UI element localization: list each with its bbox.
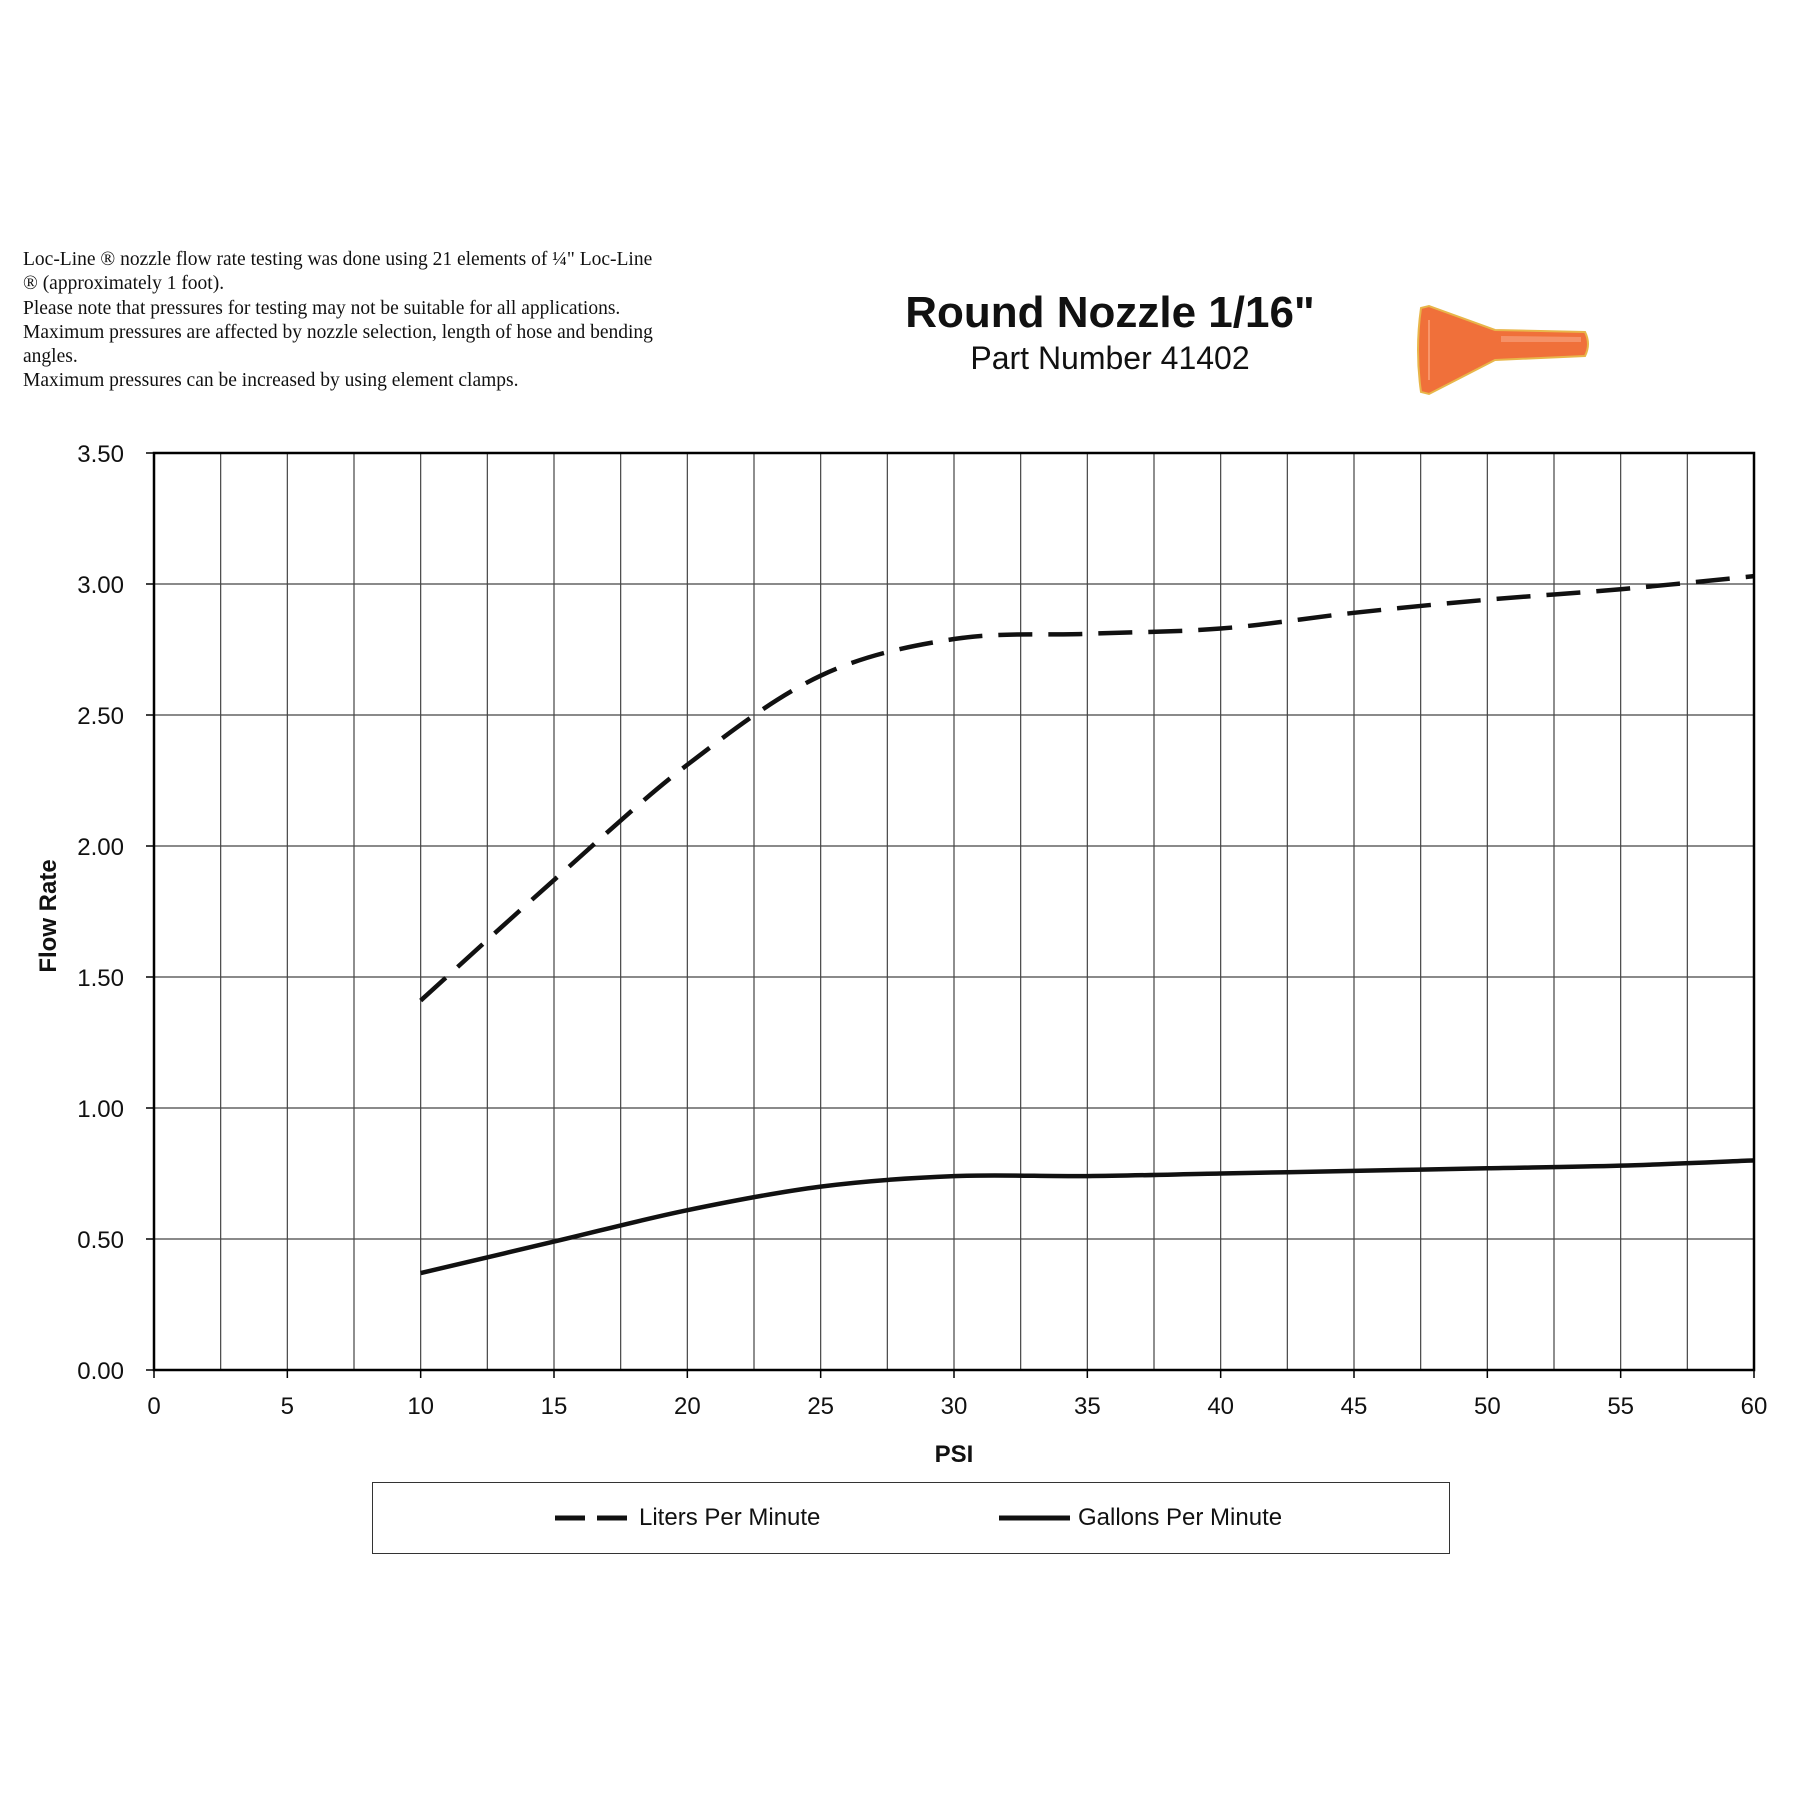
series-line-liters bbox=[419, 573, 1755, 1003]
y-axis-label: Flow Rate bbox=[35, 859, 62, 972]
y-tick-label: 1.50 bbox=[77, 965, 124, 992]
x-tick-label: 50 bbox=[1474, 1393, 1501, 1420]
nozzle-body bbox=[1417, 304, 1589, 396]
tick-layer: 0 5 10 15 20 25 30 35 40 45 50 55 60 0.00 0.50 1.00 1.50… bbox=[77, 441, 1767, 1420]
part-number: Part Number 41402 bbox=[970, 340, 1250, 376]
x-tick-label: 10 bbox=[407, 1393, 434, 1420]
nozzle-icon bbox=[1417, 304, 1589, 396]
series-line-gallons bbox=[420, 1158, 1755, 1276]
legend-label-liters: Liters Per Minute bbox=[639, 1504, 821, 1531]
x-tick-label: 35 bbox=[1074, 1393, 1101, 1420]
x-tick-label: 55 bbox=[1607, 1393, 1634, 1420]
y-tick-label: 3.00 bbox=[77, 572, 124, 599]
dashed-line-swatch bbox=[555, 1515, 631, 1521]
x-tick-label: 15 bbox=[541, 1393, 568, 1420]
y-tick-label: 3.50 bbox=[77, 441, 124, 468]
legend-item-gallons: Gallons Per Minute bbox=[997, 1483, 1282, 1553]
legend-label-gallons: Gallons Per Minute bbox=[1078, 1504, 1283, 1531]
y-tick-label: 0.50 bbox=[77, 1227, 124, 1254]
note-line: ® (approximately 1 foot). bbox=[23, 273, 225, 295]
note-line: Loc-Line ® nozzle flow rate testing was … bbox=[23, 249, 653, 270]
legend: Liters Per Minute Gallons Per Minute bbox=[372, 1482, 1450, 1554]
note-line: Maximum pressures are affected by nozzle… bbox=[23, 321, 653, 343]
testing-notes: Loc-Line ® nozzle flow rate testing was … bbox=[23, 248, 723, 394]
x-tick-label: 60 bbox=[1741, 1393, 1768, 1420]
y-tick-label: 2.50 bbox=[77, 703, 124, 730]
x-tick-label: 0 bbox=[147, 1393, 160, 1420]
chart-title: Round Nozzle 1/16" bbox=[905, 288, 1315, 337]
solid-line-swatch bbox=[999, 1515, 1070, 1521]
x-tick-label: 40 bbox=[1207, 1393, 1234, 1420]
y-tick-label: 0.00 bbox=[77, 1358, 124, 1385]
nozzle-highlight bbox=[1501, 336, 1581, 342]
note-line: Maximum pressures can be increased by us… bbox=[23, 370, 519, 392]
x-tick-label: 20 bbox=[674, 1393, 701, 1420]
x-tick-label: 30 bbox=[941, 1393, 968, 1420]
series-layer bbox=[419, 573, 1755, 1276]
x-axis-label: PSI bbox=[935, 1441, 974, 1468]
note-line: angles. bbox=[23, 346, 78, 368]
grid-layer bbox=[154, 453, 1754, 1370]
x-tick-label: 25 bbox=[807, 1393, 834, 1420]
x-tick-label: 5 bbox=[281, 1393, 294, 1420]
note-line: Please note that pressures for testing m… bbox=[23, 297, 621, 319]
y-tick-label: 1.00 bbox=[77, 1096, 124, 1123]
x-tick-label: 45 bbox=[1341, 1393, 1368, 1420]
y-tick-label: 2.00 bbox=[77, 834, 124, 861]
legend-item-liters: Liters Per Minute bbox=[553, 1483, 820, 1553]
